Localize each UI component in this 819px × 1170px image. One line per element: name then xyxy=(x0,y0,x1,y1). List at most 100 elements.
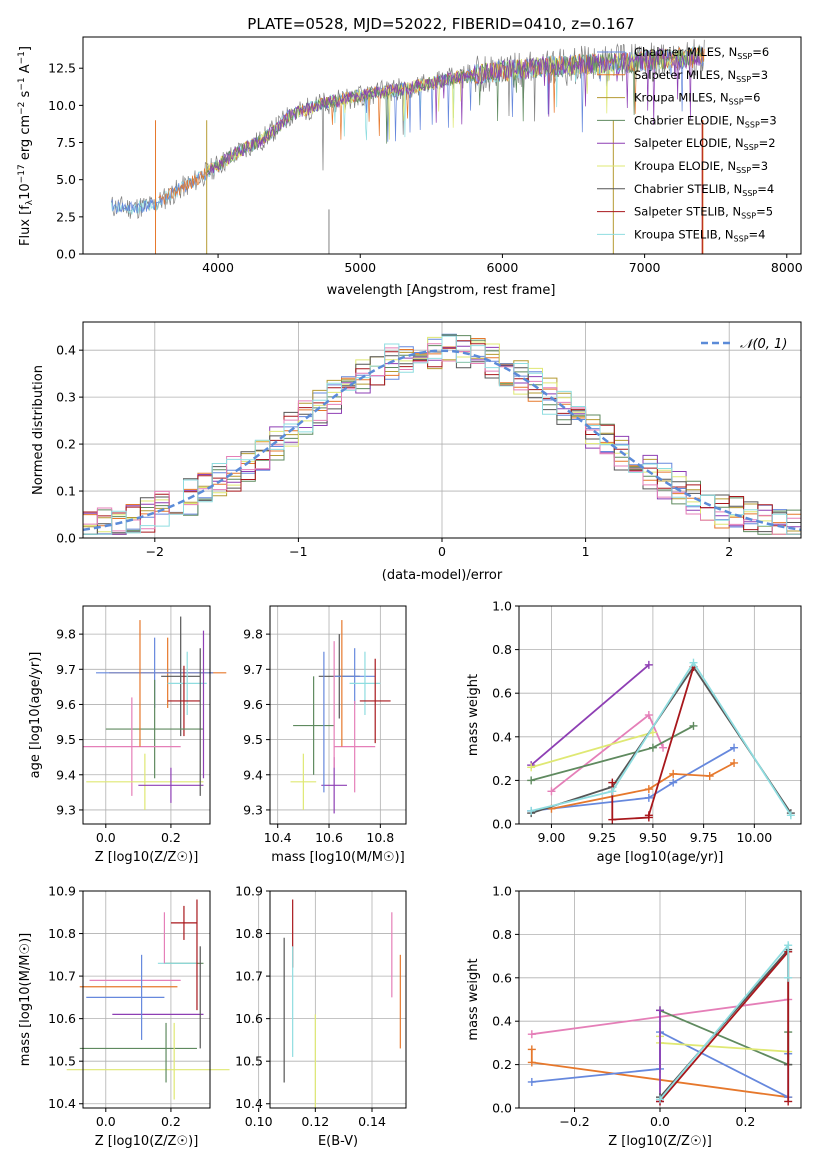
histogram-panel: −2 −1 0 1 2 0.0 0.1 0.2 0.3 0.4 𝒩(0, 1) (data-mode… xyxy=(31,321,802,583)
x-tick-label: 0.0 xyxy=(96,1114,116,1129)
y-tick-label: 10.6 xyxy=(235,1011,263,1026)
plot-frame xyxy=(82,36,802,255)
y-tick-label: 9.8 xyxy=(56,627,76,642)
y-tick-label: 0.6 xyxy=(492,686,512,701)
spectrum-xlabel: wavelength [Angstrom, rest frame] xyxy=(327,283,556,298)
x-tick-label: 6000 xyxy=(487,260,519,275)
x-tick-label: −0.2 xyxy=(559,1114,589,1129)
y-tick-label: 0.8 xyxy=(492,642,512,657)
x-tick-label: 0.2 xyxy=(161,1114,181,1129)
x-tick-label: 9.00 xyxy=(538,830,566,845)
age-vs-Z-plot: 0.0 0.2 9.3 9.4 9.5 9.6 9.7 9.8 Z [log10(Z/Z☉)] a… xyxy=(28,605,227,865)
y-tick-label: 0.4 xyxy=(492,729,512,744)
weight-series-line xyxy=(659,942,790,1100)
weight-series-line xyxy=(530,731,654,769)
y-tick-label: 9.5 xyxy=(243,732,263,747)
x-tick-label: 8000 xyxy=(771,260,803,275)
model-spectrum-line xyxy=(206,46,702,176)
y-tick-label: 9.6 xyxy=(243,697,263,712)
y-tick-label: 0.6 xyxy=(492,970,512,985)
panel-xlabel: Z [log10(Z/Z☉)] xyxy=(608,1134,712,1149)
y-tick-label: 9.6 xyxy=(56,697,76,712)
model-spectrum-line xyxy=(111,46,705,214)
spectrum-panel: PLATE=0528, MJD=52022, FIBERID=0410, z=0… xyxy=(17,15,803,298)
x-tick-label: −1 xyxy=(289,544,307,559)
weight-series-line xyxy=(659,1009,790,1066)
panel-ylabel: age [log10(age/yr)] xyxy=(28,652,43,779)
y-tick-label: 0.1 xyxy=(56,484,76,499)
y-tick-label: 9.4 xyxy=(56,767,76,782)
panel-xlabel: Z [log10(Z/Z☉)] xyxy=(95,850,199,865)
y-tick-label: 10.4 xyxy=(235,1096,263,1111)
weight-series-line xyxy=(531,746,735,812)
weight-series-line xyxy=(550,713,664,793)
x-tick-label: 0 xyxy=(438,544,446,559)
x-tick-label: 0.0 xyxy=(96,830,116,845)
y-tick-label: 0.0 xyxy=(492,1101,512,1116)
weight-vs-age-plot: 9.00 9.25 9.50 9.75 10.00 0.0 0.2 0.4 0.6 0.8 1.0 a… xyxy=(466,599,802,865)
weight-series-line xyxy=(530,725,694,782)
histogram-xlabel: (data-model)/error xyxy=(382,568,503,583)
x-tick-label: 9.50 xyxy=(639,830,667,845)
legend-label: Chabrier ELODIE, NSSP=3 xyxy=(634,113,777,129)
mass-vs-EBV-plot: 0.10 0.12 0.14 10.4 10.5 10.6 10.7 10.8 10.9 E(B-… xyxy=(235,884,407,1149)
x-tick-label: 7000 xyxy=(629,260,661,275)
mass-vs-Z-plot: 0.0 0.2 10.4 10.5 10.6 10.7 10.8 10.9 Z [log10(Z… xyxy=(18,884,230,1149)
y-tick-label: 10.9 xyxy=(48,884,76,899)
x-tick-label: 0.2 xyxy=(736,1114,756,1129)
weight-series-line xyxy=(530,661,792,816)
y-tick-label: 10.4 xyxy=(48,1096,76,1111)
panel-xlabel: E(B-V) xyxy=(318,1134,358,1149)
y-tick-label: 1.0 xyxy=(492,599,512,614)
spectrum-plot: 4000 5000 6000 7000 8000 0.0 2.5 5.0 7.5 10.0 12.5… xyxy=(48,36,803,275)
y-tick-label: 9.4 xyxy=(243,767,263,782)
histogram-steps xyxy=(83,335,801,535)
y-tick-label: 9.7 xyxy=(56,662,76,677)
model-spectrum-line xyxy=(206,47,702,180)
y-tick-label: 9.7 xyxy=(243,662,263,677)
y-tick-label: 7.5 xyxy=(56,135,76,150)
plot-frame xyxy=(82,605,211,825)
y-tick-label: 0.0 xyxy=(56,247,76,262)
y-tick-label: 10.5 xyxy=(48,1054,76,1069)
y-tick-label: 0.2 xyxy=(56,437,76,452)
plot-frame xyxy=(269,890,407,1109)
x-tick-label: 10.8 xyxy=(366,830,394,845)
x-tick-label: 10.6 xyxy=(315,830,343,845)
y-tick-label: 0.2 xyxy=(492,773,512,788)
y-tick-label: 9.3 xyxy=(243,802,263,817)
figure-title: PLATE=0528, MJD=52022, FIBERID=0410, z=0… xyxy=(247,15,634,33)
panel-xlabel: Z [log10(Z/Z☉)] xyxy=(95,1134,199,1149)
y-tick-label: 9.5 xyxy=(56,732,76,747)
y-tick-label: 2.5 xyxy=(56,209,76,224)
x-tick-label: 5000 xyxy=(344,260,376,275)
x-tick-label: 10.00 xyxy=(736,830,772,845)
y-tick-label: 10.6 xyxy=(48,1011,76,1026)
x-tick-label: 0.12 xyxy=(301,1114,329,1129)
x-tick-label: 9.75 xyxy=(690,830,718,845)
y-tick-label: 0.3 xyxy=(56,390,76,405)
x-tick-label: 1 xyxy=(582,544,590,559)
y-tick-label: 0.4 xyxy=(492,1014,512,1029)
panel-ylabel: mass weight xyxy=(466,958,481,1040)
y-tick-label: 5.0 xyxy=(56,172,76,187)
histogram-plot: −2 −1 0 1 2 0.0 0.1 0.2 0.3 0.4 𝒩(0, 1) xyxy=(56,321,802,559)
weight-vs-Z-plot: −0.2 0.0 0.2 0.0 0.2 0.4 0.6 0.8 1.0 Z [log10(Z/Z… xyxy=(466,884,802,1149)
y-tick-label: 10.0 xyxy=(48,98,76,113)
y-tick-label: 0.0 xyxy=(56,531,76,546)
gaussian-reference-curve xyxy=(82,349,802,532)
y-tick-label: 0.0 xyxy=(492,817,512,832)
plot-frame xyxy=(269,605,407,825)
y-tick-label: 10.5 xyxy=(235,1054,263,1069)
y-tick-label: 10.7 xyxy=(235,969,263,984)
y-tick-label: 9.8 xyxy=(243,627,263,642)
panel-xlabel: mass [log10(M/M☉)] xyxy=(271,850,404,865)
spectrum-ylabel: Flux [fλ10−17 erg cm−2 s−1 A−1] xyxy=(17,46,35,246)
y-tick-label: 10.7 xyxy=(48,969,76,984)
y-tick-label: 0.8 xyxy=(492,927,512,942)
y-tick-label: 10.9 xyxy=(235,884,263,899)
x-tick-label: 2 xyxy=(725,544,733,559)
x-tick-label: −2 xyxy=(146,544,164,559)
y-tick-label: 10.8 xyxy=(235,926,263,941)
